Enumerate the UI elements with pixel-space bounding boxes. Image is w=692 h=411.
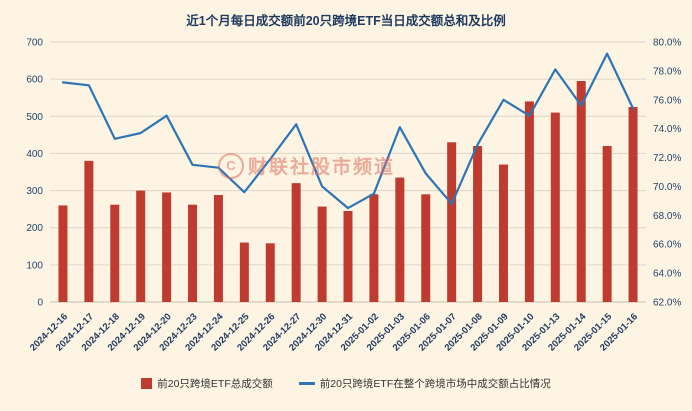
- right-axis-tick-label: 80.0%: [653, 38, 681, 49]
- bar: [498, 164, 508, 302]
- right-axis-tick-label: 70.0%: [653, 182, 681, 193]
- left-axis-tick-label: 500: [26, 112, 43, 123]
- bar: [369, 194, 379, 302]
- left-axis-tick-label: 0: [37, 298, 43, 309]
- chart-title: 近1个月每日成交额前20只跨境ETF当日成交额总和及比例: [186, 14, 506, 28]
- bar: [291, 183, 301, 302]
- bar: [162, 192, 172, 302]
- left-axis-tick-label: 400: [26, 149, 43, 160]
- bar-series-swatch-icon: [141, 378, 153, 389]
- bar: [395, 177, 405, 302]
- line-series: [61, 52, 635, 210]
- chart-legend: 前20只跨境ETF总成交额 前20只跨境ETF在整个跨境市场中成交额占比情况: [0, 376, 692, 391]
- bar: [524, 101, 534, 302]
- legend-label-line-series: 前20只跨境ETF在整个跨境市场中成交额占比情况: [319, 378, 551, 390]
- bar: [213, 195, 223, 302]
- right-axis-tick-label: 64.0%: [653, 269, 681, 280]
- right-axis-tick-label: 66.0%: [653, 240, 681, 251]
- left-axis-tick-label: 700: [26, 38, 43, 49]
- bar: [602, 146, 612, 302]
- left-axis-tick-label: 100: [26, 260, 43, 271]
- bar: [473, 146, 483, 302]
- bar: [110, 204, 120, 302]
- bar: [343, 211, 353, 302]
- right-axis-tick-label: 62.0%: [653, 298, 681, 309]
- legend-label-bar-series: 前20只跨境ETF总成交额: [157, 378, 273, 390]
- legend-item-line-series: 前20只跨境ETF在整个跨境市场中成交额占比情况: [298, 376, 551, 391]
- bar: [58, 205, 68, 302]
- right-axis-tick-label: 72.0%: [653, 153, 681, 164]
- right-axis-tick-label: 74.0%: [653, 124, 681, 135]
- right-axis-tick-label: 78.0%: [653, 66, 681, 77]
- bar: [576, 81, 586, 302]
- line-series-swatch-icon: [298, 382, 315, 385]
- bar: [239, 242, 249, 302]
- bar: [136, 190, 146, 302]
- bar: [628, 107, 638, 302]
- left-axis-tick-label: 600: [26, 75, 43, 86]
- bar: [84, 160, 94, 302]
- bar: [265, 243, 275, 302]
- right-axis-tick-label: 68.0%: [653, 211, 681, 222]
- bar: [447, 142, 457, 302]
- chart-plot-area: 0 100 200 300 400 500 600 700 62.0% 64.0% 66.0% 68.…: [26, 38, 681, 354]
- right-axis-tick-label: 76.0%: [653, 95, 681, 106]
- legend-item-bar-series: 前20只跨境ETF总成交额: [141, 376, 273, 391]
- left-axis-tick-label: 300: [26, 186, 43, 197]
- bar: [550, 112, 560, 302]
- left-axis-tick-label: 200: [26, 223, 43, 234]
- bar: [421, 194, 431, 302]
- bar: [188, 204, 198, 302]
- bar: [317, 206, 327, 302]
